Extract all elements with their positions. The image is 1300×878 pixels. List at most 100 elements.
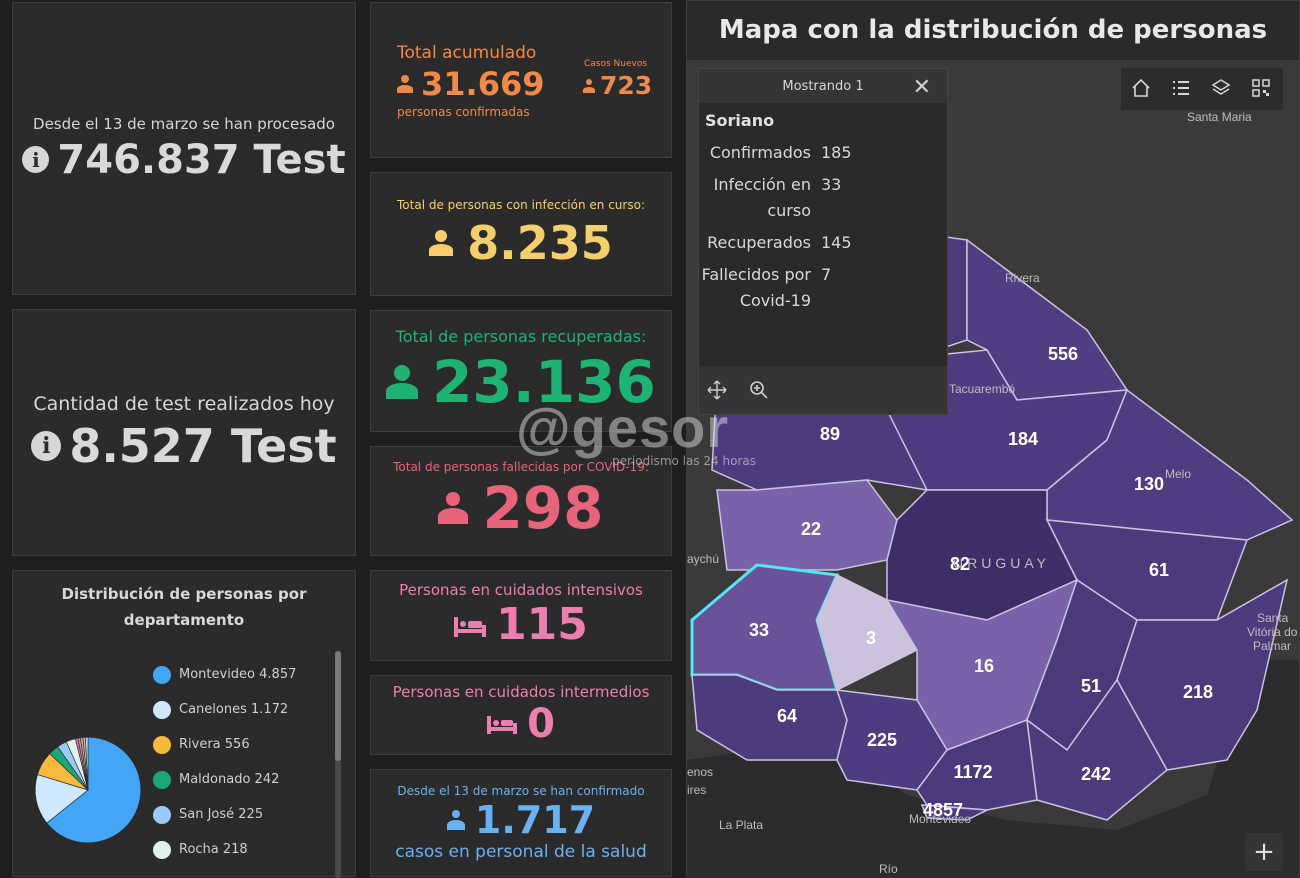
map-label-82: 82 bbox=[950, 554, 970, 574]
popup-row: Recuperados 145 bbox=[707, 233, 852, 252]
tests-today-label: Cantidad de test realizados hoy bbox=[33, 392, 335, 415]
tests-total-label: Desde el 13 de marzo se han procesado bbox=[33, 114, 335, 133]
distribution-legend: Montevideo 4.857 Canelones 1.172 Rivera 55… bbox=[153, 657, 296, 867]
tests-total-value: 746.837 Test bbox=[57, 136, 346, 183]
legend-swatch bbox=[153, 840, 171, 859]
health-staff-sub: casos en personal de la salud bbox=[395, 842, 647, 862]
map-header: Mapa con la distribución de personas bbox=[687, 1, 1299, 59]
accumulated-label: Total acumulado bbox=[397, 43, 537, 63]
move-icon[interactable] bbox=[707, 380, 727, 400]
list-icon bbox=[1173, 81, 1189, 95]
new-cases-value: 723 bbox=[600, 71, 653, 100]
map-label-242: 242 bbox=[1081, 764, 1111, 784]
tests-today-card: Cantidad de test realizados hoy i 8.527 … bbox=[12, 309, 356, 556]
place-santa-vitoria-1: Santa bbox=[1257, 611, 1289, 625]
map-label-225: 225 bbox=[867, 730, 897, 750]
pie-slice[interactable] bbox=[85, 736, 89, 791]
place-montevideo: Montevideo bbox=[909, 812, 971, 826]
map-label-89: 89 bbox=[820, 424, 840, 444]
place-la-plata: La Plata bbox=[719, 818, 763, 832]
zoom-to-icon[interactable] bbox=[749, 380, 769, 400]
legend-name: Rocha 218 bbox=[179, 842, 248, 857]
legend-swatch bbox=[153, 805, 171, 824]
person-icon bbox=[583, 78, 595, 93]
place-tacuarembo: Tacuarembó bbox=[949, 382, 1015, 396]
distribution-pie[interactable] bbox=[33, 735, 143, 845]
recovered-value: 23.136 bbox=[432, 347, 656, 416]
intermediate-label: Personas en cuidados intermedios bbox=[392, 683, 650, 701]
map-label-51: 51 bbox=[1081, 676, 1101, 696]
legend-scrollbar[interactable] bbox=[335, 651, 341, 878]
map-label-33: 33 bbox=[749, 620, 769, 640]
person-icon bbox=[429, 230, 454, 256]
legend-item[interactable]: San José 225 bbox=[153, 797, 296, 832]
popup-row: Fallecidos por Covid-19 7 bbox=[701, 265, 832, 310]
person-icon bbox=[446, 810, 465, 830]
home-button[interactable] bbox=[1121, 68, 1161, 108]
legend-swatch bbox=[153, 700, 171, 719]
legend-swatch bbox=[153, 770, 171, 789]
department-montevideo[interactable] bbox=[920, 804, 990, 821]
accumulated-sub: personas confirmadas bbox=[397, 105, 530, 119]
deceased-label: Total de personas fallecidas por COVID-1… bbox=[393, 460, 649, 474]
active-value: 8.235 bbox=[467, 216, 613, 270]
accumulated-card: Total acumulado 31.669 personas confirma… bbox=[370, 2, 672, 158]
legend-item[interactable]: Rivera 556 bbox=[153, 727, 296, 762]
legend-item[interactable]: Maldonado 242 bbox=[153, 762, 296, 797]
intermediate-value: 0 bbox=[527, 701, 555, 747]
home-icon bbox=[1132, 78, 1150, 97]
health-staff-value: 1.717 bbox=[474, 798, 596, 842]
pie-slice[interactable] bbox=[46, 736, 142, 844]
map-label-556: 556 bbox=[1048, 344, 1078, 364]
department-flores[interactable] bbox=[816, 573, 919, 692]
active-label: Total de personas con infección en curso… bbox=[397, 198, 645, 212]
legend-item[interactable]: Rocha 218 bbox=[153, 832, 296, 867]
map-label-64: 64 bbox=[777, 706, 797, 726]
info-icon: i bbox=[31, 430, 62, 461]
close-icon[interactable]: ✕ bbox=[912, 75, 931, 100]
intensive-value: 115 bbox=[496, 599, 588, 650]
deceased-card: Total de personas fallecidas por COVID-1… bbox=[370, 446, 672, 556]
recovered-label: Total de personas recuperadas: bbox=[395, 326, 647, 346]
place-santa-vitoria-2: Vitória do bbox=[1247, 625, 1298, 639]
person-icon bbox=[397, 75, 413, 93]
qr-button[interactable] bbox=[1241, 68, 1281, 108]
legend-item[interactable]: Montevideo 4.857 bbox=[153, 657, 296, 692]
active-card: Total de personas con infección en curso… bbox=[370, 172, 672, 296]
map-toolbar bbox=[1121, 68, 1283, 110]
place-uruguay: URUGUAY bbox=[953, 555, 1050, 571]
legend-name: Canelones 1.172 bbox=[179, 702, 289, 717]
place-gualeguaychu: aychú bbox=[687, 552, 719, 566]
plus-icon: + bbox=[1253, 837, 1275, 867]
place-santa-maria: Santa Maria bbox=[1187, 110, 1252, 124]
map-title: Mapa con la distribución de personas bbox=[718, 15, 1268, 45]
tests-total-card: Desde el 13 de marzo se han procesado i … bbox=[12, 2, 356, 295]
place-buenos-aires-2: ires bbox=[687, 783, 706, 797]
layers-button[interactable] bbox=[1201, 68, 1241, 108]
legend-item[interactable]: Canelones 1.172 bbox=[153, 692, 296, 727]
place-buenos-aires-1: enos bbox=[687, 765, 713, 779]
map-card: Mapa con la distribución de personas 556… bbox=[686, 0, 1300, 878]
legend-swatch bbox=[153, 735, 171, 754]
distribution-card: Distribución de personas por departament… bbox=[12, 570, 356, 878]
department-san-jose[interactable] bbox=[835, 689, 948, 791]
recovered-card: Total de personas recuperadas: 23.136 bbox=[370, 310, 672, 432]
health-staff-label: Desde el 13 de marzo se han confirmado bbox=[397, 784, 645, 798]
person-icon bbox=[438, 492, 469, 524]
department-maldonado[interactable] bbox=[1026, 678, 1168, 821]
pie-slice[interactable] bbox=[34, 774, 89, 824]
bed-icon bbox=[487, 716, 518, 734]
map-label-1172: 1172 bbox=[953, 762, 992, 782]
deceased-value: 298 bbox=[482, 474, 604, 542]
map-label-22: 22 bbox=[801, 519, 821, 539]
person-icon bbox=[386, 364, 419, 399]
popup-row: Infección en curso 33 bbox=[713, 175, 842, 220]
map-label-16: 16 bbox=[974, 656, 994, 676]
zoom-in-button[interactable]: + bbox=[1245, 833, 1283, 871]
intensive-card: Personas en cuidados intensivos 115 bbox=[370, 570, 672, 661]
tests-today-value: 8.527 Test bbox=[69, 418, 337, 473]
bed-icon bbox=[454, 616, 487, 637]
legend-button[interactable] bbox=[1161, 68, 1201, 108]
popup-row: Confirmados 185 bbox=[709, 143, 852, 162]
map-label-4857: 4857 bbox=[923, 800, 963, 820]
